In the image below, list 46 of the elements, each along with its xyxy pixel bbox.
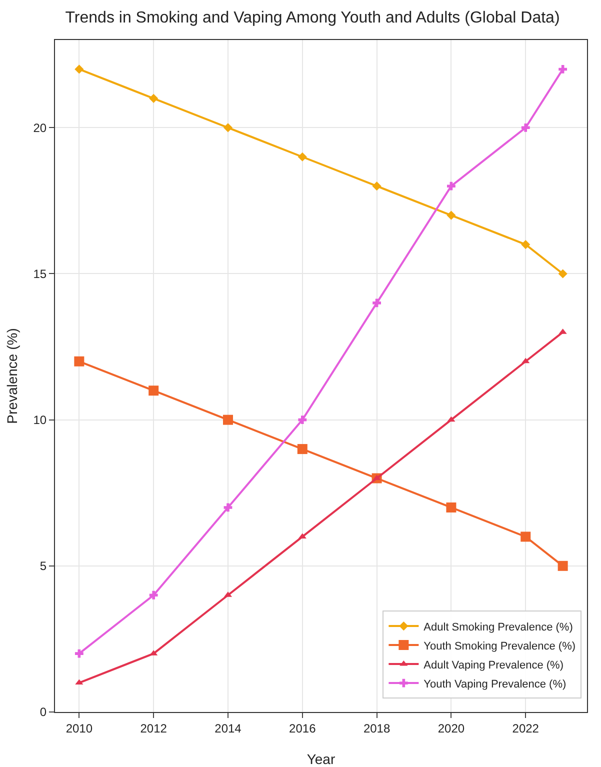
- point: [297, 444, 308, 454]
- point: [148, 386, 159, 396]
- x-tick-label: 2012: [140, 721, 168, 736]
- y-tick-label: 5: [40, 559, 47, 574]
- x-tick-label: 2020: [438, 721, 465, 736]
- y-axis-title: Prevalence (%): [4, 328, 20, 424]
- legend-label: Adult Vaping Prevalence (%): [424, 659, 564, 672]
- point: [74, 649, 84, 658]
- point: [372, 298, 381, 308]
- y-tick-label: 0: [40, 705, 47, 720]
- legend-label: Adult Smoking Prevalence (%): [424, 621, 573, 634]
- point: [520, 532, 531, 542]
- x-tick-label: 2022: [512, 721, 540, 736]
- point: [298, 152, 307, 162]
- point: [74, 64, 84, 74]
- x-tick-label: 2018: [363, 721, 390, 736]
- legend-label: Youth Smoking Prevalence (%): [424, 640, 576, 652]
- x-tick-label: 2014: [214, 721, 242, 736]
- y-tick-label: 20: [33, 120, 47, 135]
- point: [521, 123, 530, 132]
- point: [558, 560, 568, 571]
- x-tick-label: 2010: [66, 721, 93, 736]
- legend-label: Youth Vaping Prevalence (%): [424, 678, 566, 690]
- x-axis-title: Year: [306, 751, 336, 767]
- point: [372, 182, 382, 191]
- point: [149, 94, 158, 103]
- x-tick-label: 2016: [289, 721, 316, 736]
- point: [521, 240, 530, 250]
- point: [447, 416, 456, 422]
- point: [558, 65, 568, 74]
- point: [223, 123, 233, 132]
- point: [447, 182, 456, 190]
- point: [372, 474, 381, 480]
- point: [222, 414, 233, 425]
- point: [298, 416, 307, 424]
- point: [149, 590, 158, 600]
- point: [446, 210, 456, 220]
- chart-title: Trends in Smoking and Vaping Among Youth and Adults (Global Data): [65, 10, 560, 27]
- point: [75, 679, 84, 685]
- point: [446, 502, 456, 512]
- point: [224, 503, 232, 512]
- point: [558, 269, 568, 278]
- point: [522, 358, 530, 364]
- point: [74, 356, 84, 366]
- y-tick-label: 15: [33, 266, 47, 281]
- y-tick-label: 10: [33, 413, 47, 428]
